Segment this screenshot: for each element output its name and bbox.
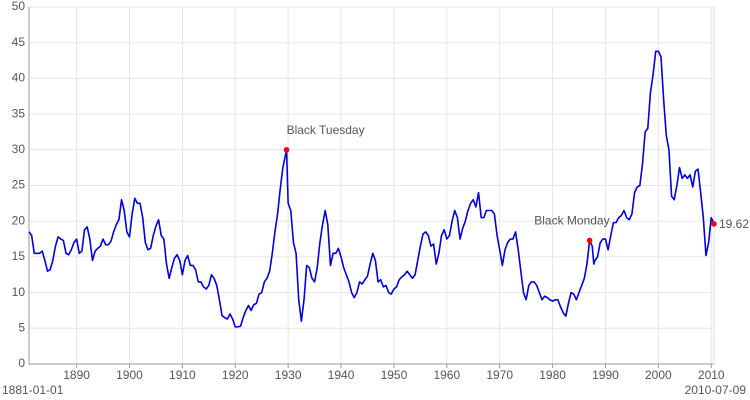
y-tick-label: 0 (18, 356, 25, 370)
y-tick-label: 10 (12, 285, 26, 299)
x-tick-label: 1970 (486, 368, 513, 382)
y-tick-label: 40 (12, 71, 26, 85)
y-tick-label: 5 (18, 320, 25, 334)
x-tick-label: 2010 (698, 368, 725, 382)
annotation-label: Black Tuesday (287, 123, 365, 137)
x-tick-label: 1940 (328, 368, 355, 382)
x-tick-label: 1990 (592, 368, 619, 382)
date-start: 1881-01-01 (2, 383, 64, 397)
date-end: 2010-07-09 (685, 383, 747, 397)
y-tick-label: 15 (12, 249, 26, 263)
x-tick-label: 1900 (116, 368, 143, 382)
x-tick-label: 1980 (539, 368, 566, 382)
y-tick-label: 25 (12, 178, 26, 192)
line-series (28, 50, 715, 328)
y-tick-label: 35 (12, 106, 26, 120)
y-tick-label: 45 (12, 35, 26, 49)
x-tick-label: 1920 (222, 368, 249, 382)
annotation-dot (711, 221, 717, 227)
y-tick-label: 30 (12, 142, 26, 156)
x-tick-label: 1930 (275, 368, 302, 382)
x-tick-label: 1910 (169, 368, 196, 382)
x-tick-label: 1950 (381, 368, 408, 382)
annotation-label: Black Monday (534, 214, 609, 228)
y-tick-label: 20 (12, 213, 26, 227)
value-label: 19.62 (719, 217, 749, 231)
x-tick-label: 2000 (645, 368, 672, 382)
annotation-dot (586, 237, 593, 244)
y-tick-label: 50 (12, 0, 26, 13)
x-tick-label: 1890 (63, 368, 90, 382)
annotation-dot (283, 147, 290, 153)
x-tick-label: 1960 (433, 368, 460, 382)
